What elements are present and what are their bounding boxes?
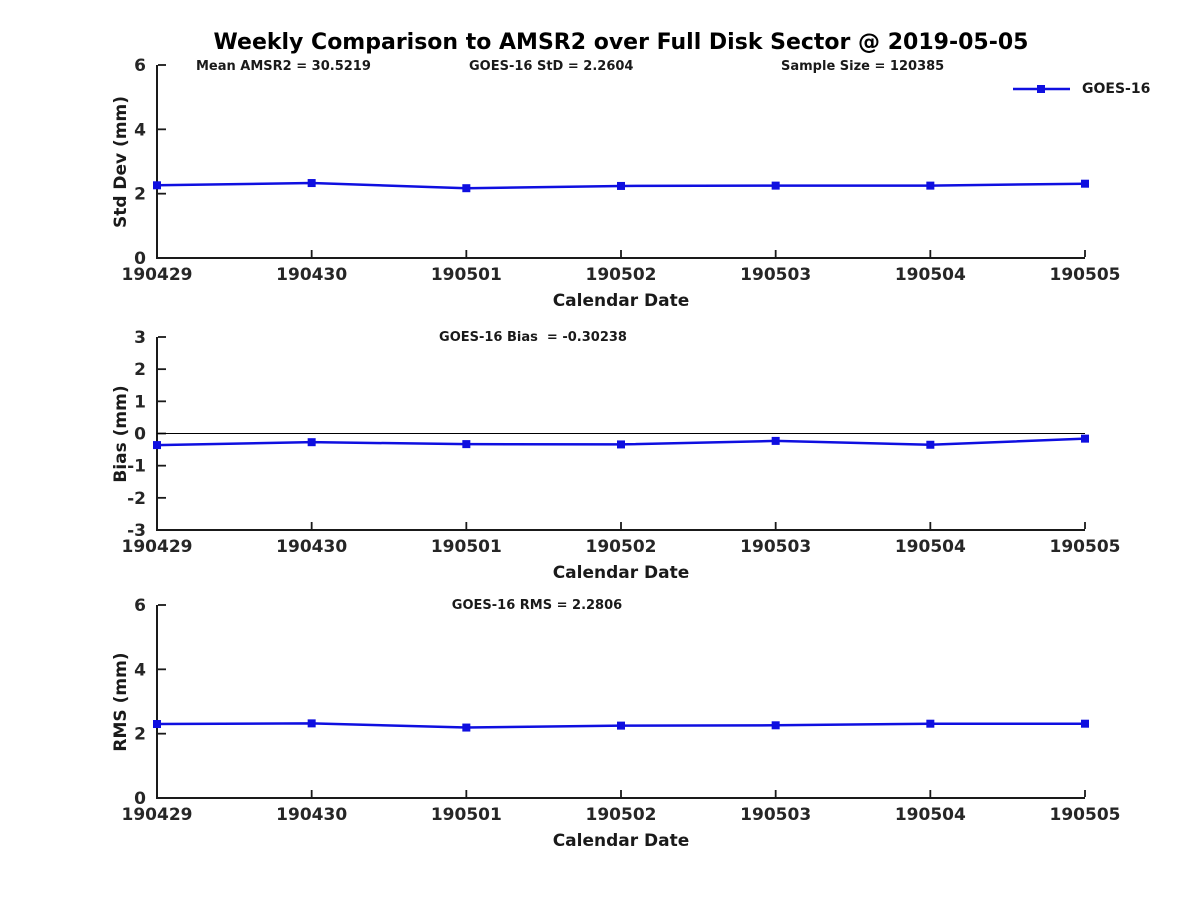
x-tick-label: 190502 [586, 805, 657, 825]
data-point-marker [926, 719, 935, 728]
xlabel-calendar-date-middle: Calendar Date [552, 563, 690, 583]
data-point-marker [307, 438, 316, 447]
x-tick-label: 190504 [895, 805, 966, 825]
data-point-marker [462, 184, 471, 193]
y-tick-label: 6 [134, 596, 146, 616]
data-point-marker [307, 719, 316, 728]
x-tick-label: 190501 [431, 537, 502, 557]
legend-label: GOES-16 [1082, 81, 1151, 97]
data-point-marker [153, 181, 161, 190]
y-tick-label: 1 [134, 392, 146, 412]
data-point-marker [462, 723, 471, 732]
x-tick-label: 190429 [122, 537, 193, 557]
data-point-marker [926, 440, 935, 449]
x-tick-label: 190429 [122, 805, 193, 825]
subplot-0: 0 2 4 6 190429 190430 190501 190502 190503 190504… [122, 56, 1121, 285]
data-point-marker [617, 440, 625, 449]
data-point-marker [617, 721, 625, 730]
x-tick-label: 190505 [1050, 805, 1121, 825]
y-tick-label: -1 [127, 457, 146, 477]
data-point-marker [153, 720, 161, 729]
data-point-marker [153, 441, 161, 450]
data-point-marker [1081, 434, 1089, 443]
annotation-goes16-bias: GOES-16 Bias = -0.30238 [439, 330, 627, 345]
legend-marker-icon [1037, 85, 1045, 93]
figure-title: Weekly Comparison to AMSR2 over Full Dis… [213, 30, 1029, 55]
legend-line-sample [1013, 85, 1070, 93]
x-tick-label: 190504 [895, 265, 966, 285]
x-tick-label: 190505 [1050, 265, 1121, 285]
data-point-marker [462, 440, 471, 449]
x-tick-label: 190501 [431, 805, 502, 825]
y-tick-label: 2 [134, 185, 146, 205]
data-point-marker [926, 181, 935, 190]
xlabel-calendar-date-bottom: Calendar Date [552, 831, 690, 851]
annotation-goes16-rms: GOES-16 RMS = 2.2806 [451, 598, 623, 613]
y-tick-label: 3 [134, 328, 146, 348]
x-tick-label: 190503 [740, 805, 811, 825]
data-point-marker [771, 181, 780, 190]
subplot-2: 0 2 4 6 190429 190430 190501 190502 190503 190504… [122, 596, 1121, 825]
data-point-marker [771, 721, 780, 730]
y-tick-label: -2 [127, 489, 146, 509]
data-point-marker [1081, 719, 1089, 728]
y-tick-label: 0 [134, 789, 146, 809]
y-tick-label: 0 [134, 425, 146, 445]
x-tick-label: 190501 [431, 265, 502, 285]
x-tick-label: 190503 [740, 537, 811, 557]
y-tick-label: 2 [134, 360, 146, 380]
subplot-1: -3 -2 -1 0 1 2 3 190429 190430 190501 190502 190503… [122, 328, 1121, 557]
x-tick-label: 190429 [122, 265, 193, 285]
x-tick-label: 190430 [276, 265, 347, 285]
data-point-marker [307, 179, 316, 188]
y-tick-label: 6 [134, 56, 146, 76]
x-tick-label: 190430 [276, 805, 347, 825]
y-tick-label: -3 [127, 521, 146, 541]
x-tick-label: 190503 [740, 265, 811, 285]
x-tick-label: 190504 [895, 537, 966, 557]
data-point-marker [617, 181, 625, 190]
y-tick-label: 0 [134, 249, 146, 269]
annotation-goes16-std: GOES-16 StD = 2.2604 [469, 59, 634, 74]
x-tick-label: 190502 [586, 537, 657, 557]
legend: GOES-16 [1012, 81, 1150, 97]
data-point-marker [1081, 179, 1089, 188]
x-tick-label: 190505 [1050, 537, 1121, 557]
xlabel-calendar-date-top: Calendar Date [552, 291, 690, 311]
y-tick-label: 4 [134, 660, 146, 680]
data-point-marker [771, 436, 780, 445]
x-tick-label: 190430 [276, 537, 347, 557]
x-tick-label: 190502 [586, 265, 657, 285]
annotation-sample-size: Sample Size = 120385 [781, 59, 945, 74]
y-tick-label: 4 [134, 120, 146, 140]
annotation-mean-amsr2: Mean AMSR2 = 30.5219 [196, 59, 371, 74]
y-tick-label: 2 [134, 725, 146, 745]
